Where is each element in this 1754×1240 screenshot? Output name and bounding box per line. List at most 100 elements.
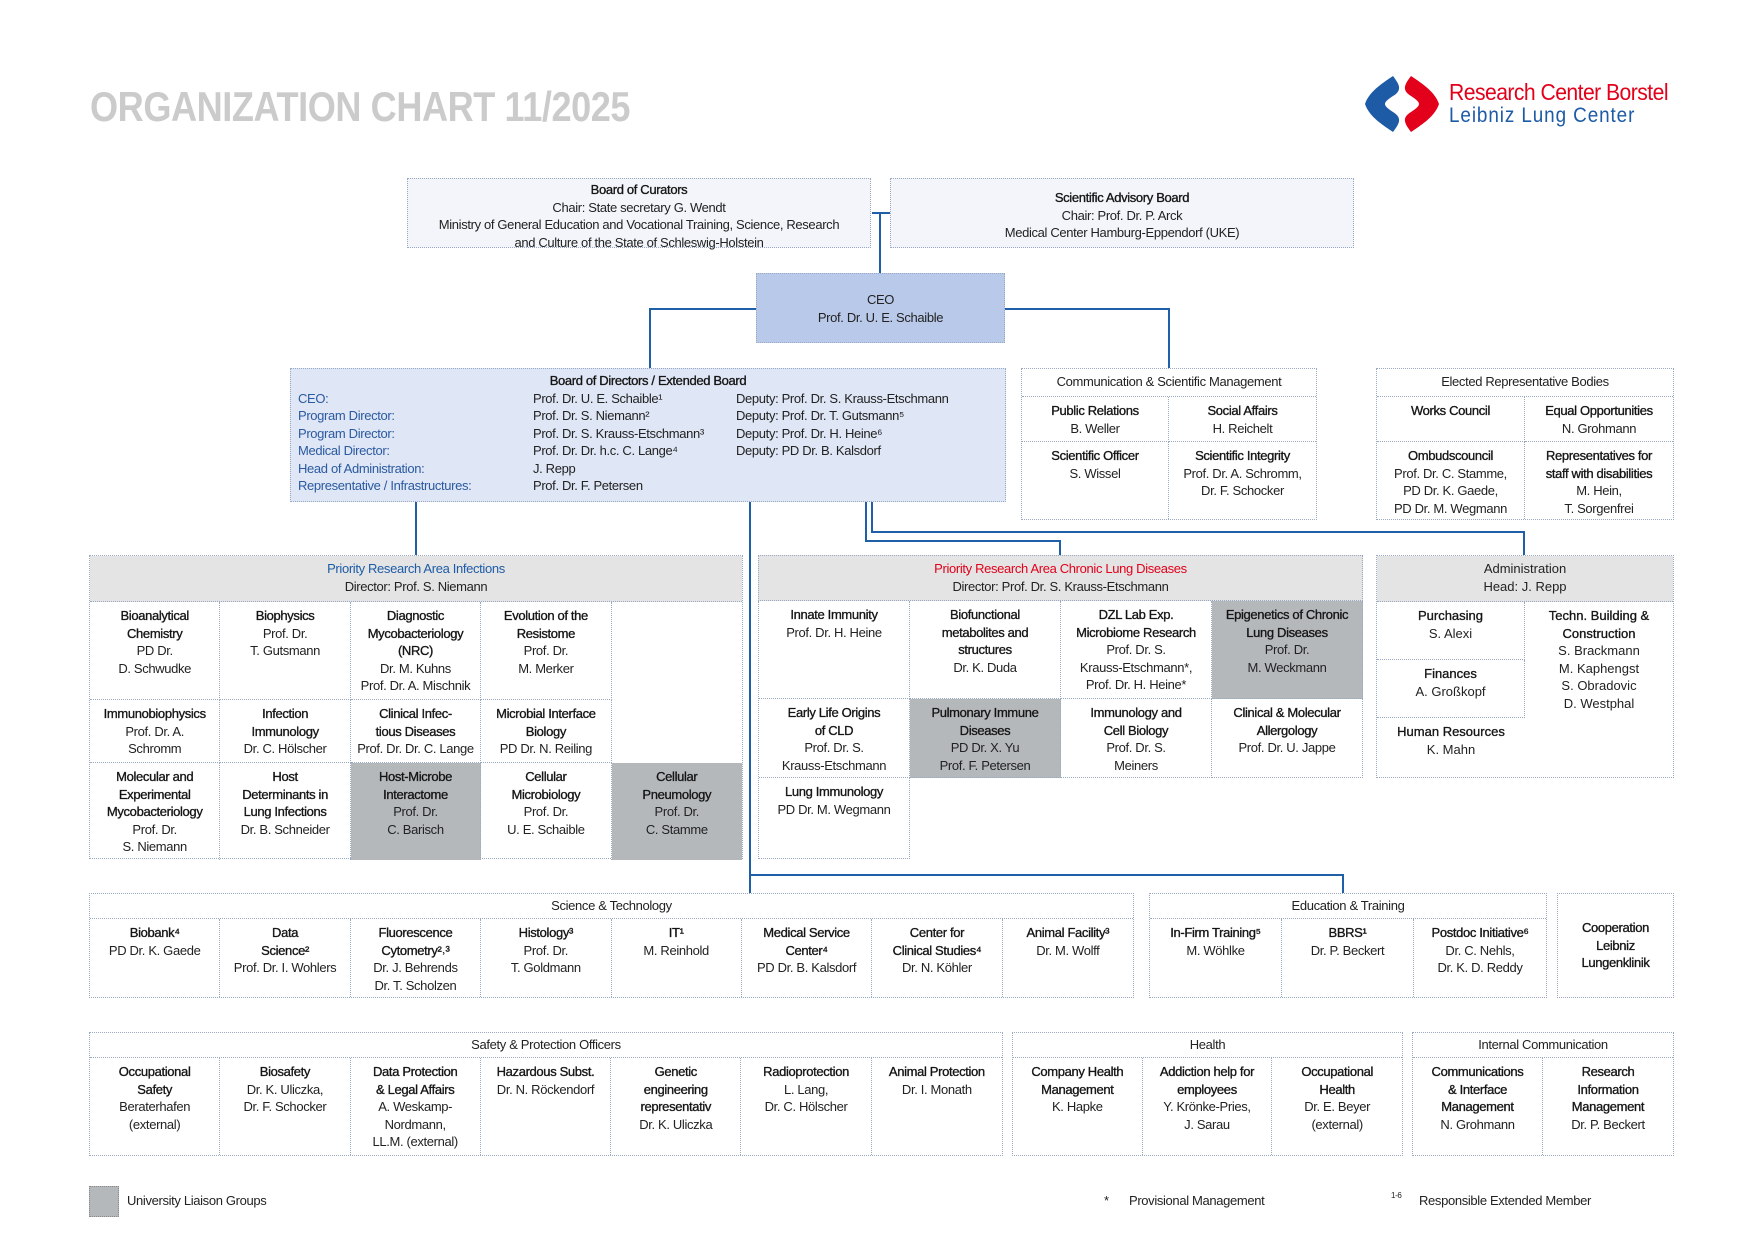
unit-title: Social Affairs — [1207, 403, 1278, 418]
legend-asterisk-symbol: * — [1104, 1193, 1109, 1208]
unit-cell: Radioprotection L. Lang, Dr. C. Hölscher — [741, 1058, 872, 1155]
unit-cell: Data Science² Prof. Dr. I. Wohlers — [220, 919, 351, 997]
unit-title: Scientific Integrity — [1195, 448, 1291, 463]
board-row-name: Prof. Dr. S. Krauss-Etschmann³ — [533, 425, 704, 441]
unit-cell: Host-Microbe Interactome Prof. Dr. C. Bari… — [350, 763, 482, 860]
unit-cell: Animal Facility³ Dr. M. Wolff — [1003, 919, 1133, 997]
unit-title: IT¹ — [668, 925, 685, 940]
logo: Research Center Borstel Leibniz Lung Cen… — [1363, 74, 1678, 134]
unit-cell: Cellular Microbiology Prof. Dr. U. E. Scha… — [481, 763, 612, 860]
unit-lead: Meiners — [1114, 757, 1158, 773]
unit-cell: Occupational Safety Beraterhafen (external… — [90, 1058, 221, 1155]
unit-lead: S. Niemann — [122, 839, 187, 854]
unit-lead: PD Dr. M. Wegmann — [777, 801, 891, 817]
section-title: Communication & Scientific Management — [1022, 369, 1316, 397]
unit-lead: T. Goldmann — [510, 960, 581, 975]
legend-liaison: University Liaison Groups — [127, 1193, 267, 1208]
board-of-curators: Board of Curators Chair: State secretary… — [407, 178, 871, 250]
unit-lead: A. Großkopf — [1415, 683, 1486, 699]
unit-lead: S. Brackmann — [1558, 643, 1640, 658]
board-of-directors-title: Board of Directors / Extended Board — [549, 373, 747, 388]
connector-bod-science — [749, 502, 1344, 893]
unit-title: Company Health Management — [1031, 1064, 1124, 1097]
unit-title: Occupational Health — [1301, 1064, 1373, 1097]
unit-title: Histology³ — [518, 925, 573, 940]
unit-cell: Occupational Health Dr. E. Beyer (external… — [1272, 1058, 1402, 1155]
unit-lead: Krauss-Etschmann*, — [1079, 659, 1193, 675]
unit-lead: Dr. P. Beckert — [1571, 1116, 1645, 1132]
unit-title: Data Protection & Legal Affairs — [373, 1064, 458, 1097]
unit-cell: IT¹ M. Reinhold — [612, 919, 742, 997]
unit-cell: Microbial Interface Biology PD Dr. N. Rei… — [481, 700, 612, 763]
unit-title: Immunobiophysics — [103, 706, 206, 721]
unit-cell: Pulmonary Immune Diseases PD Dr. X. Yu Pro… — [910, 699, 1061, 778]
connector-bod-chronic — [865, 502, 1061, 555]
empty-cell — [612, 700, 742, 763]
board-row-name: Prof. Dr. U. E. Schaible¹ — [533, 390, 663, 406]
unit-cell: Communications & Interface Management N. … — [1413, 1058, 1543, 1155]
unit-title: Genetic engineering representativ — [640, 1064, 712, 1114]
unit-lead: C. Stamme — [645, 821, 708, 837]
board-of-curators-ministry: Ministry of General Education and Vocati… — [438, 217, 840, 232]
unit-cell: Postdoc Initiative⁶ Dr. C. Nehls, Dr. K. D… — [1414, 919, 1546, 997]
board-row: Head of Administration: J. Repp — [291, 460, 1005, 478]
unit-lead: LL.M. (external) — [372, 1134, 458, 1149]
unit-lead: Dr. N. Köhler — [902, 960, 972, 975]
unit-lead: Dr. C. Hölscher — [243, 741, 327, 756]
unit-cell: Data Protection & Legal Affairs A. Weskam… — [351, 1058, 481, 1155]
unit-lead: S. Wissel — [1069, 465, 1121, 481]
unit-cell: Scientific Officer S. Wissel — [1022, 442, 1169, 519]
unit-lead: Beraterhafen — [119, 1099, 191, 1114]
unit-title: Cellular Microbiology — [511, 769, 581, 802]
unit-title: Infection Immunology — [251, 706, 319, 739]
priority-research-area-chronic-lung-diseases: Priority Research Area Chronic Lung Dise… — [758, 555, 1363, 859]
section-title: Science & Technology — [90, 894, 1133, 919]
connector-bod-administration — [871, 502, 1525, 555]
unit-cell: Genetic engineering representativ Dr. K. … — [611, 1058, 742, 1155]
board-row-deputy: Deputy: Prof. Dr. T. Gutsmann⁵ — [736, 408, 905, 423]
unit-title: Animal Protection — [888, 1064, 986, 1079]
unit-lead: Dr. F. Schocker — [1201, 483, 1284, 498]
unit-cell: Biofunctional metabolites and structures… — [910, 601, 1061, 699]
unit-lead: Dr. F. Schocker — [243, 1099, 327, 1114]
unit-cell: Techn. Building & Construction S. Brackma… — [1525, 602, 1673, 779]
unit-cell: Fluorescence Cytometry²˒³ Dr. J. Behrends… — [351, 919, 482, 997]
board-row-name: Prof. Dr. S. Niemann² — [533, 408, 650, 423]
unit-lead: S. Obradovic — [1561, 678, 1637, 693]
unit-lead: Prof. Dr. — [523, 942, 569, 958]
board-row-role: Representative / Infrastructures: — [298, 478, 472, 493]
health: Health Company Health Management K. Hapke… — [1012, 1032, 1403, 1156]
board-row: CEO: Prof. Dr. U. E. Schaible¹ Deputy: Pro… — [291, 390, 1005, 408]
unit-cell: Ombudscouncil Prof. Dr. C. Stamme, PD Dr. … — [1377, 442, 1525, 519]
unit-cell: Evolution of the Resistome Prof. Dr. M. Me… — [481, 602, 612, 700]
unit-cell: Hazardous Subst. Dr. N. Röckendorf — [481, 1058, 612, 1155]
unit-title: Innate Immunity — [790, 607, 878, 622]
unit-lead: Prof. Dr. — [654, 804, 700, 819]
board-row: Program Director: Prof. Dr. S. Niemann² De… — [291, 407, 1005, 425]
unit-lead: T. Gutsmann — [250, 643, 321, 658]
unit-title: Techn. Building & Construction — [1548, 608, 1650, 641]
unit-lead: (external) — [1311, 1116, 1363, 1132]
unit-cell: Human Resources K. Mahn — [1377, 718, 1525, 779]
unit-lead: PD Dr. N. Reiling — [499, 741, 593, 756]
unit-title: Molecular and Experimental Mycobacteriol… — [106, 769, 203, 819]
administration: Administration Head: J. Repp Purchasing S… — [1376, 555, 1674, 778]
ceo-title: CEO — [866, 292, 895, 307]
unit-lead: N. Grohmann — [1561, 420, 1637, 436]
unit-lead: PD Dr. B. Kalsdorf — [756, 960, 857, 975]
unit-cell: Epigenetics of Chronic Lung Diseases Prof… — [1212, 601, 1363, 699]
unit-title: Fluorescence Cytometry²˒³ — [378, 925, 453, 958]
unit-lead: Dr. E. Beyer — [1304, 1099, 1371, 1114]
unit-lead: Prof. Dr. H. Heine* — [1085, 677, 1187, 692]
unit-lead: Dr. P. Beckert — [1310, 942, 1385, 958]
unit-title: Public Relations — [1051, 403, 1139, 418]
unit-cell: Host Determinants in Lung Infections Dr. … — [220, 763, 351, 860]
unit-lead: PD Dr. K. Gaede — [108, 942, 201, 958]
unit-lead: Dr. C. Nehls, — [1445, 942, 1515, 958]
unit-cell: Social Affairs H. Reichelt — [1169, 397, 1316, 442]
unit-title: Biosafety — [259, 1064, 311, 1079]
unit-title: Early Life Origins of CLD — [787, 705, 881, 738]
unit-title: Medical Service Center⁴ — [763, 925, 850, 958]
board-row-role: CEO: — [298, 390, 329, 406]
unit-cell: Finances A. Großkopf — [1377, 660, 1525, 718]
